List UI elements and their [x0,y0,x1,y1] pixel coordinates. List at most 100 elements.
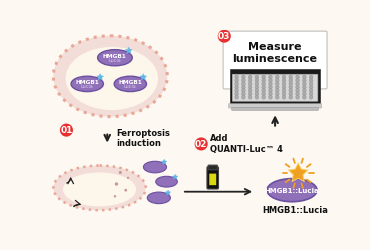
Circle shape [309,82,313,86]
Circle shape [296,85,299,89]
Circle shape [269,75,272,79]
Circle shape [255,85,259,89]
Circle shape [262,82,266,86]
Circle shape [275,75,279,79]
Circle shape [255,82,259,86]
Circle shape [296,88,299,92]
FancyBboxPatch shape [231,68,320,104]
Circle shape [195,138,208,150]
Circle shape [296,75,299,79]
Circle shape [114,195,116,198]
Circle shape [235,75,239,79]
Circle shape [289,95,293,99]
Circle shape [124,189,127,192]
Circle shape [282,75,286,79]
Circle shape [269,78,272,82]
Circle shape [302,92,306,96]
Circle shape [309,92,313,96]
Circle shape [275,95,279,99]
Circle shape [309,78,313,82]
Circle shape [289,78,293,82]
Polygon shape [165,190,171,195]
Circle shape [269,82,272,86]
Ellipse shape [98,50,132,66]
Text: HMGB1::Lucia: HMGB1::Lucia [265,188,319,194]
Text: 03: 03 [218,32,231,41]
Circle shape [282,85,286,89]
Circle shape [269,88,272,92]
Ellipse shape [267,178,317,202]
Circle shape [235,82,239,86]
Circle shape [275,88,279,92]
Circle shape [235,78,239,82]
Circle shape [275,85,279,89]
Circle shape [302,75,306,79]
Circle shape [309,88,313,92]
Polygon shape [97,74,104,80]
Circle shape [255,88,259,92]
Circle shape [296,92,299,96]
Circle shape [296,95,299,99]
Circle shape [242,88,245,92]
Circle shape [309,95,313,99]
FancyBboxPatch shape [232,108,319,110]
FancyBboxPatch shape [207,167,219,189]
Circle shape [242,78,245,82]
Circle shape [302,85,306,89]
Ellipse shape [71,76,103,92]
Circle shape [282,92,286,96]
Circle shape [248,75,252,79]
Circle shape [262,92,266,96]
Circle shape [262,95,266,99]
Circle shape [242,95,245,99]
Circle shape [218,30,231,43]
Polygon shape [288,162,309,182]
Text: Lucia: Lucia [124,84,137,89]
Circle shape [248,85,252,89]
Polygon shape [172,174,178,179]
Polygon shape [125,47,132,54]
Circle shape [302,82,306,86]
FancyBboxPatch shape [223,31,327,89]
Text: HMGB1: HMGB1 [75,80,99,85]
Circle shape [269,95,272,99]
Circle shape [296,82,299,86]
Circle shape [255,92,259,96]
Text: Add
QUANTI-Luc™ 4: Add QUANTI-Luc™ 4 [211,134,283,154]
Circle shape [282,95,286,99]
Circle shape [302,95,306,99]
Circle shape [269,92,272,96]
Circle shape [275,92,279,96]
Text: 02: 02 [195,140,207,149]
Circle shape [289,75,293,79]
Ellipse shape [63,172,136,206]
Circle shape [309,85,313,89]
Circle shape [242,82,245,86]
Circle shape [289,82,293,86]
Circle shape [302,78,306,82]
Circle shape [289,88,293,92]
FancyBboxPatch shape [208,165,217,170]
Circle shape [269,85,272,89]
Circle shape [248,78,252,82]
Circle shape [115,182,118,186]
Circle shape [255,75,259,79]
Text: HMGB1: HMGB1 [103,54,127,59]
FancyBboxPatch shape [232,74,318,101]
Text: Ferroptosis
induction: Ferroptosis induction [117,128,170,148]
Circle shape [255,95,259,99]
Circle shape [235,88,239,92]
Circle shape [255,78,259,82]
Text: Lucia: Lucia [81,84,94,89]
FancyBboxPatch shape [229,104,322,108]
Circle shape [60,124,73,137]
Circle shape [282,88,286,92]
Circle shape [262,88,266,92]
Polygon shape [290,165,306,180]
Ellipse shape [147,192,170,204]
Circle shape [235,92,239,96]
Circle shape [289,92,293,96]
Circle shape [275,82,279,86]
Ellipse shape [156,176,177,187]
Circle shape [282,82,286,86]
